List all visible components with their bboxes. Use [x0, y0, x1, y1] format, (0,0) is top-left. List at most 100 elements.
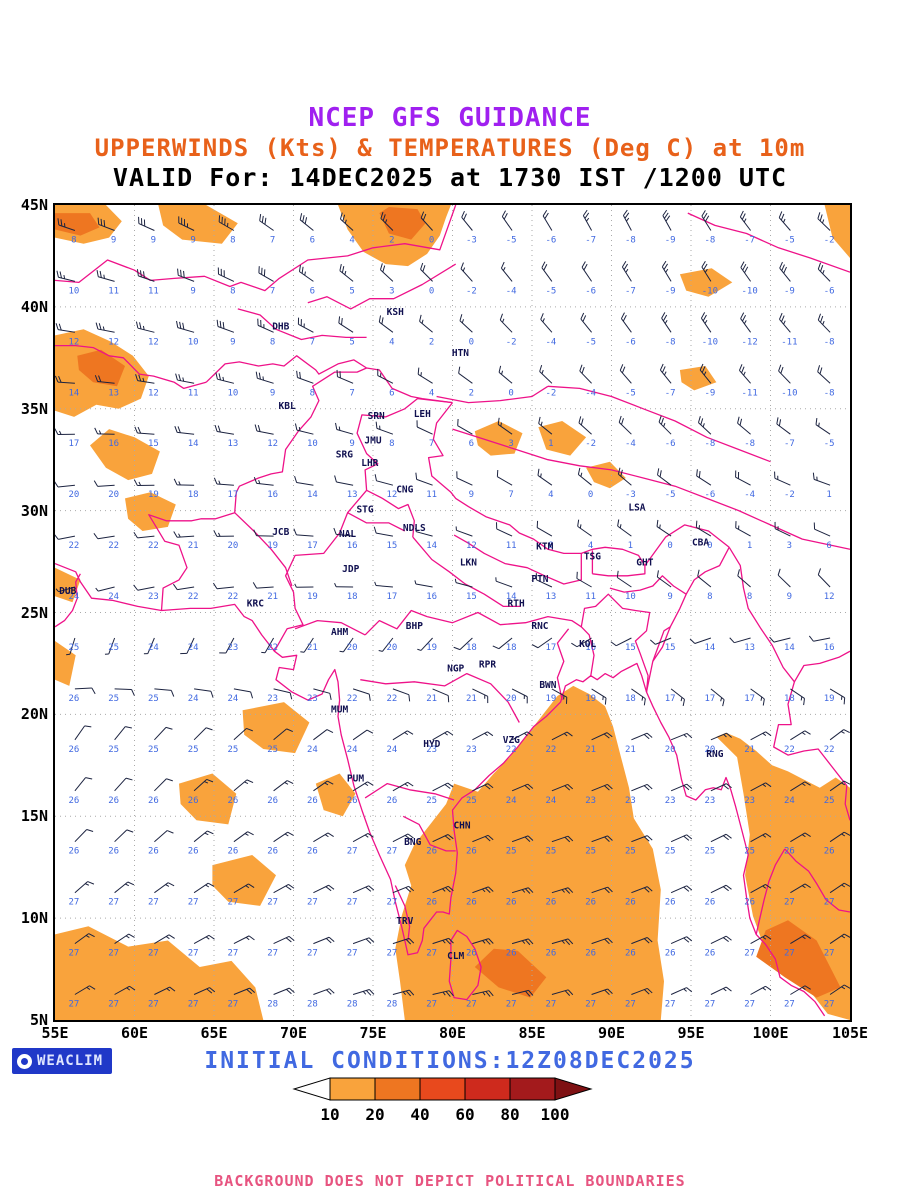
temperature-value: 5 — [349, 337, 354, 347]
station-label: LEH — [414, 409, 431, 420]
wind-shading-region — [55, 567, 81, 603]
temperature-value: 9 — [667, 592, 672, 602]
station-label: SRG — [336, 450, 353, 461]
wind-barb — [74, 933, 95, 945]
wind-barb — [261, 637, 275, 654]
wind-barb — [501, 210, 513, 231]
colorbar-segment — [419, 1077, 466, 1101]
wind-barb — [417, 637, 433, 651]
station-label: PTN — [531, 574, 548, 585]
temperature-value: 28 — [386, 1000, 397, 1010]
wind-barb — [815, 417, 831, 435]
station-label: KOL — [579, 639, 596, 650]
valid-time-line: VALID For: 14DEC2025 at 1730 IST /1200 U… — [112, 163, 788, 192]
map-boundary-line — [755, 848, 786, 935]
temperature-value: 23 — [426, 745, 437, 755]
temperature-value: 25 — [148, 745, 159, 755]
temperature-value: 26 — [108, 796, 119, 806]
temperature-value: 7 — [270, 235, 275, 245]
station-label: PUM — [347, 774, 364, 785]
wind-barb — [217, 267, 235, 282]
wind-barb — [114, 726, 132, 741]
station-label: DHB — [272, 321, 289, 332]
wind-barb — [154, 830, 174, 843]
temperature-value: 17 — [744, 694, 755, 704]
temperature-value: 25 — [704, 847, 715, 857]
temperature-value: 27 — [506, 1000, 517, 1010]
wind-barb — [582, 209, 593, 231]
temperature-value: 25 — [227, 745, 238, 755]
temperature-value: 24 — [784, 796, 795, 806]
temperature-value: 27 — [386, 847, 397, 857]
wind-barb — [670, 936, 693, 945]
wind-barb — [55, 533, 75, 540]
temperature-value: 8 — [71, 235, 76, 245]
colorbar-tick-label: 20 — [365, 1105, 384, 1124]
wind-barb — [375, 421, 394, 435]
temperature-value: -11 — [741, 388, 757, 398]
temperature-value: -6 — [545, 235, 556, 245]
temperature-value: 9 — [111, 235, 116, 245]
temperature-value: -5 — [545, 286, 556, 296]
temperature-value: 25 — [108, 694, 119, 704]
temperature-value: -6 — [665, 439, 676, 449]
wind-barb — [294, 423, 314, 435]
temperature-value: 26 — [267, 847, 278, 857]
wind-barb — [95, 586, 115, 592]
temperature-value: 25 — [824, 796, 835, 806]
wind-barb — [461, 210, 473, 231]
temperature-value: -5 — [824, 439, 835, 449]
wind-barb — [497, 417, 513, 435]
temperature-value: 27 — [545, 1000, 556, 1010]
temperature-value: 18 — [188, 490, 199, 500]
station-label: AHM — [331, 627, 348, 638]
wind-barb — [55, 586, 76, 593]
temperature-value: 26 — [466, 847, 477, 857]
wind-barb — [738, 364, 751, 384]
wind-barb — [621, 260, 632, 282]
wind-barb — [591, 835, 613, 843]
wind-barb — [689, 637, 712, 645]
wind-barb — [456, 471, 473, 486]
map-boundary-line — [234, 512, 293, 587]
wind-barb — [571, 637, 592, 648]
wind-barb — [114, 881, 135, 894]
temperature-value: 17 — [665, 694, 676, 704]
map-boundary-line — [645, 546, 730, 693]
temperature-value: 27 — [347, 898, 358, 908]
temperature-value: 17 — [545, 643, 556, 653]
wind-barb — [661, 312, 672, 333]
wind-barb — [776, 417, 791, 435]
wind-barb — [74, 985, 96, 995]
wind-barb — [254, 424, 274, 435]
wind-barb — [817, 365, 831, 384]
temperature-value: 22 — [148, 541, 159, 551]
temperature-value: 3 — [389, 286, 394, 296]
wind-barb — [670, 987, 693, 995]
map-boundary-line — [205, 355, 367, 383]
wind-barb — [233, 779, 254, 792]
temperature-value: 25 — [426, 796, 437, 806]
temperature-value: 14 — [68, 388, 79, 398]
temperature-value: 26 — [665, 949, 676, 959]
wind-barb — [551, 731, 573, 741]
station-label: SRN — [368, 411, 385, 422]
wind-barb — [135, 374, 155, 384]
temperature-value: 26 — [824, 847, 835, 857]
wind-barb — [610, 637, 632, 647]
wind-barb — [233, 987, 256, 995]
temperature-value: 0 — [429, 235, 434, 245]
wind-barb — [177, 268, 195, 282]
wind-barb — [777, 568, 791, 588]
map-boundary-line — [237, 308, 367, 341]
wind-barb — [829, 831, 850, 843]
temperature-value: 2 — [389, 235, 394, 245]
temperature-value: 26 — [148, 796, 159, 806]
wind-barb — [829, 729, 850, 741]
colorbar-segment — [509, 1077, 556, 1101]
temperature-value: -4 — [545, 337, 556, 347]
wind-barb — [104, 637, 116, 655]
wind-barb — [114, 829, 134, 843]
wind-barb — [392, 885, 415, 894]
wind-barb — [511, 938, 534, 946]
